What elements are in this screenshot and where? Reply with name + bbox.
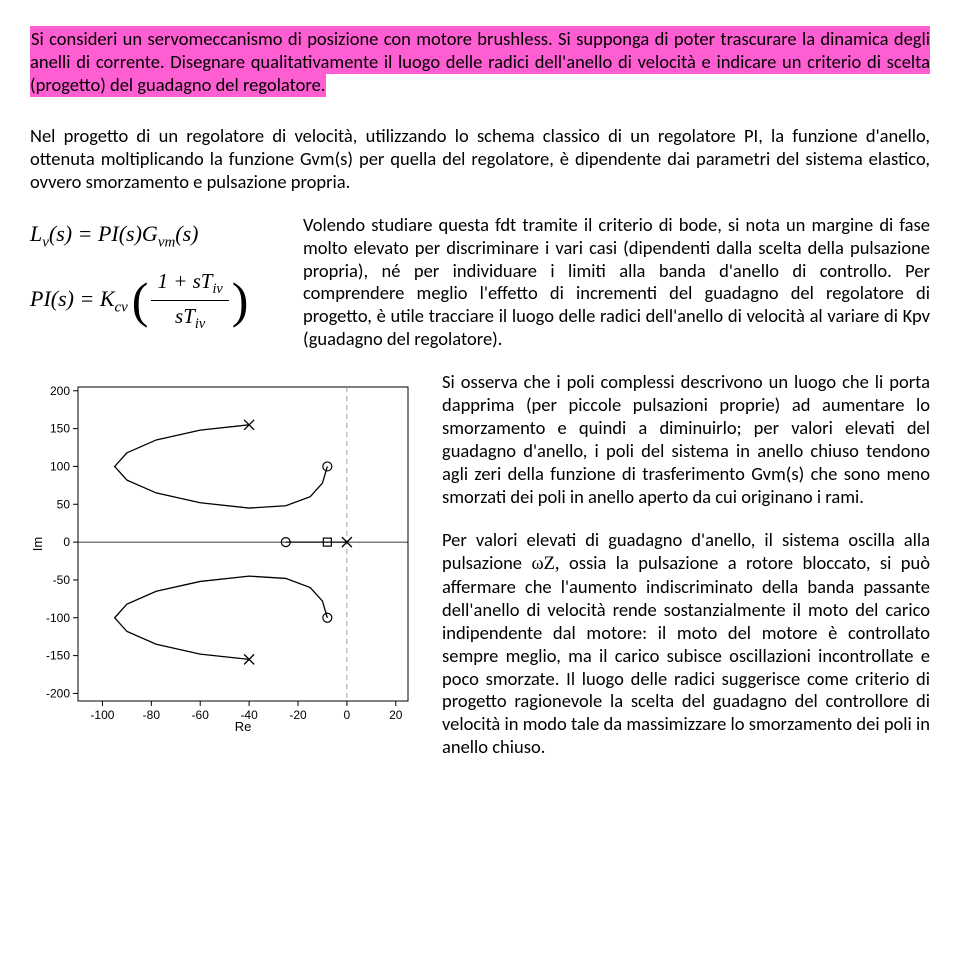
svg-text:-20: -20 <box>289 708 307 722</box>
svg-text:-50: -50 <box>53 573 71 587</box>
svg-text:-60: -60 <box>192 708 210 722</box>
svg-text:-100: -100 <box>46 611 70 625</box>
svg-text:0: 0 <box>344 708 351 722</box>
left-paren: ( <box>132 278 149 323</box>
highlighted-text: Si consideri un servomeccanismo di posiz… <box>30 26 930 97</box>
svg-text:Re: Re <box>235 719 252 734</box>
svg-text:50: 50 <box>57 498 71 512</box>
svg-text:-200: -200 <box>46 687 70 701</box>
right-paren: ) <box>232 278 249 323</box>
svg-text:-150: -150 <box>46 649 70 663</box>
svg-text:-80: -80 <box>143 708 161 722</box>
formula-block: Lv(s) = PI(s)Gvm(s) PI(s) = Kcv ( 1 + sT… <box>30 220 285 335</box>
svg-text:150: 150 <box>50 422 70 436</box>
paragraph-1: Nel progetto di un regolatore di velocit… <box>30 125 930 194</box>
omega-z: ωZ, <box>531 554 559 574</box>
formula-pi: PI(s) = Kcv ( 1 + sTiv sTiv ) <box>30 268 285 335</box>
svg-text:0: 0 <box>63 535 70 549</box>
fraction: 1 + sTiv sTiv <box>151 268 228 335</box>
svg-text:-100: -100 <box>90 708 114 722</box>
svg-text:100: 100 <box>50 460 70 474</box>
question-prompt: Si consideri un servomeccanismo di posiz… <box>30 28 930 97</box>
root-locus-chart: -100-80-60-40-20020-200-150-100-50050100… <box>30 377 420 737</box>
chart-svg: -100-80-60-40-20020-200-150-100-50050100… <box>30 377 420 737</box>
svg-text:200: 200 <box>50 384 70 398</box>
formula-lv: Lv(s) = PI(s)Gvm(s) <box>30 220 285 252</box>
svg-text:20: 20 <box>389 708 403 722</box>
svg-text:Im: Im <box>30 537 45 551</box>
